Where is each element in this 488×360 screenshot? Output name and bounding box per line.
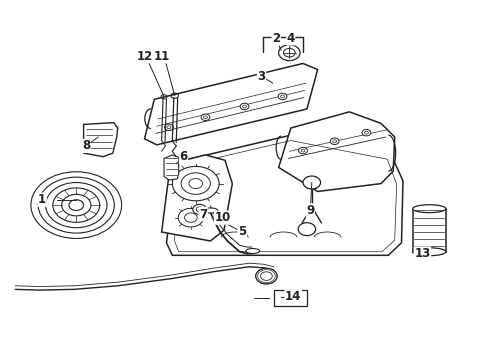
Circle shape	[240, 103, 248, 110]
Text: 13: 13	[413, 247, 430, 260]
Polygon shape	[161, 155, 232, 241]
Text: 3: 3	[257, 69, 265, 82]
Circle shape	[301, 149, 305, 152]
Circle shape	[203, 116, 207, 119]
Text: 4: 4	[286, 32, 294, 45]
Polygon shape	[273, 291, 306, 306]
Polygon shape	[278, 112, 394, 192]
Ellipse shape	[203, 208, 217, 213]
Text: 7: 7	[199, 208, 207, 221]
Circle shape	[364, 131, 367, 134]
Circle shape	[61, 194, 91, 216]
Polygon shape	[144, 63, 317, 145]
Circle shape	[196, 207, 203, 212]
Text: 12: 12	[136, 50, 152, 63]
Text: 6: 6	[179, 150, 187, 163]
Circle shape	[332, 140, 336, 143]
Circle shape	[260, 272, 272, 280]
Circle shape	[361, 130, 370, 136]
Circle shape	[178, 208, 203, 227]
Text: 8: 8	[81, 139, 90, 152]
Circle shape	[164, 124, 173, 131]
Text: 2: 2	[272, 32, 280, 45]
Circle shape	[201, 114, 209, 121]
Circle shape	[242, 105, 246, 108]
Circle shape	[303, 176, 320, 189]
Circle shape	[278, 93, 286, 100]
Circle shape	[172, 166, 219, 201]
Text: 5: 5	[238, 225, 245, 238]
Circle shape	[184, 213, 197, 222]
Circle shape	[298, 147, 307, 154]
Text: 9: 9	[305, 204, 314, 217]
Circle shape	[181, 173, 210, 194]
Circle shape	[280, 95, 284, 98]
Text: 1: 1	[38, 193, 46, 206]
Circle shape	[188, 179, 202, 189]
Circle shape	[53, 188, 100, 222]
Polygon shape	[83, 123, 118, 157]
Text: 14: 14	[285, 290, 301, 303]
Circle shape	[298, 223, 315, 235]
Ellipse shape	[412, 205, 445, 213]
Circle shape	[31, 172, 122, 238]
Ellipse shape	[245, 248, 259, 253]
Circle shape	[38, 177, 114, 233]
Circle shape	[283, 48, 295, 57]
Circle shape	[330, 138, 338, 144]
Circle shape	[192, 204, 206, 215]
Text: 10: 10	[214, 211, 230, 224]
Circle shape	[255, 268, 277, 284]
Circle shape	[166, 126, 170, 129]
Polygon shape	[412, 209, 445, 252]
Circle shape	[278, 45, 300, 60]
Text: 11: 11	[153, 50, 169, 63]
Polygon shape	[163, 155, 178, 180]
Circle shape	[69, 200, 83, 211]
Polygon shape	[166, 135, 402, 255]
Ellipse shape	[412, 248, 445, 256]
Circle shape	[45, 183, 107, 228]
